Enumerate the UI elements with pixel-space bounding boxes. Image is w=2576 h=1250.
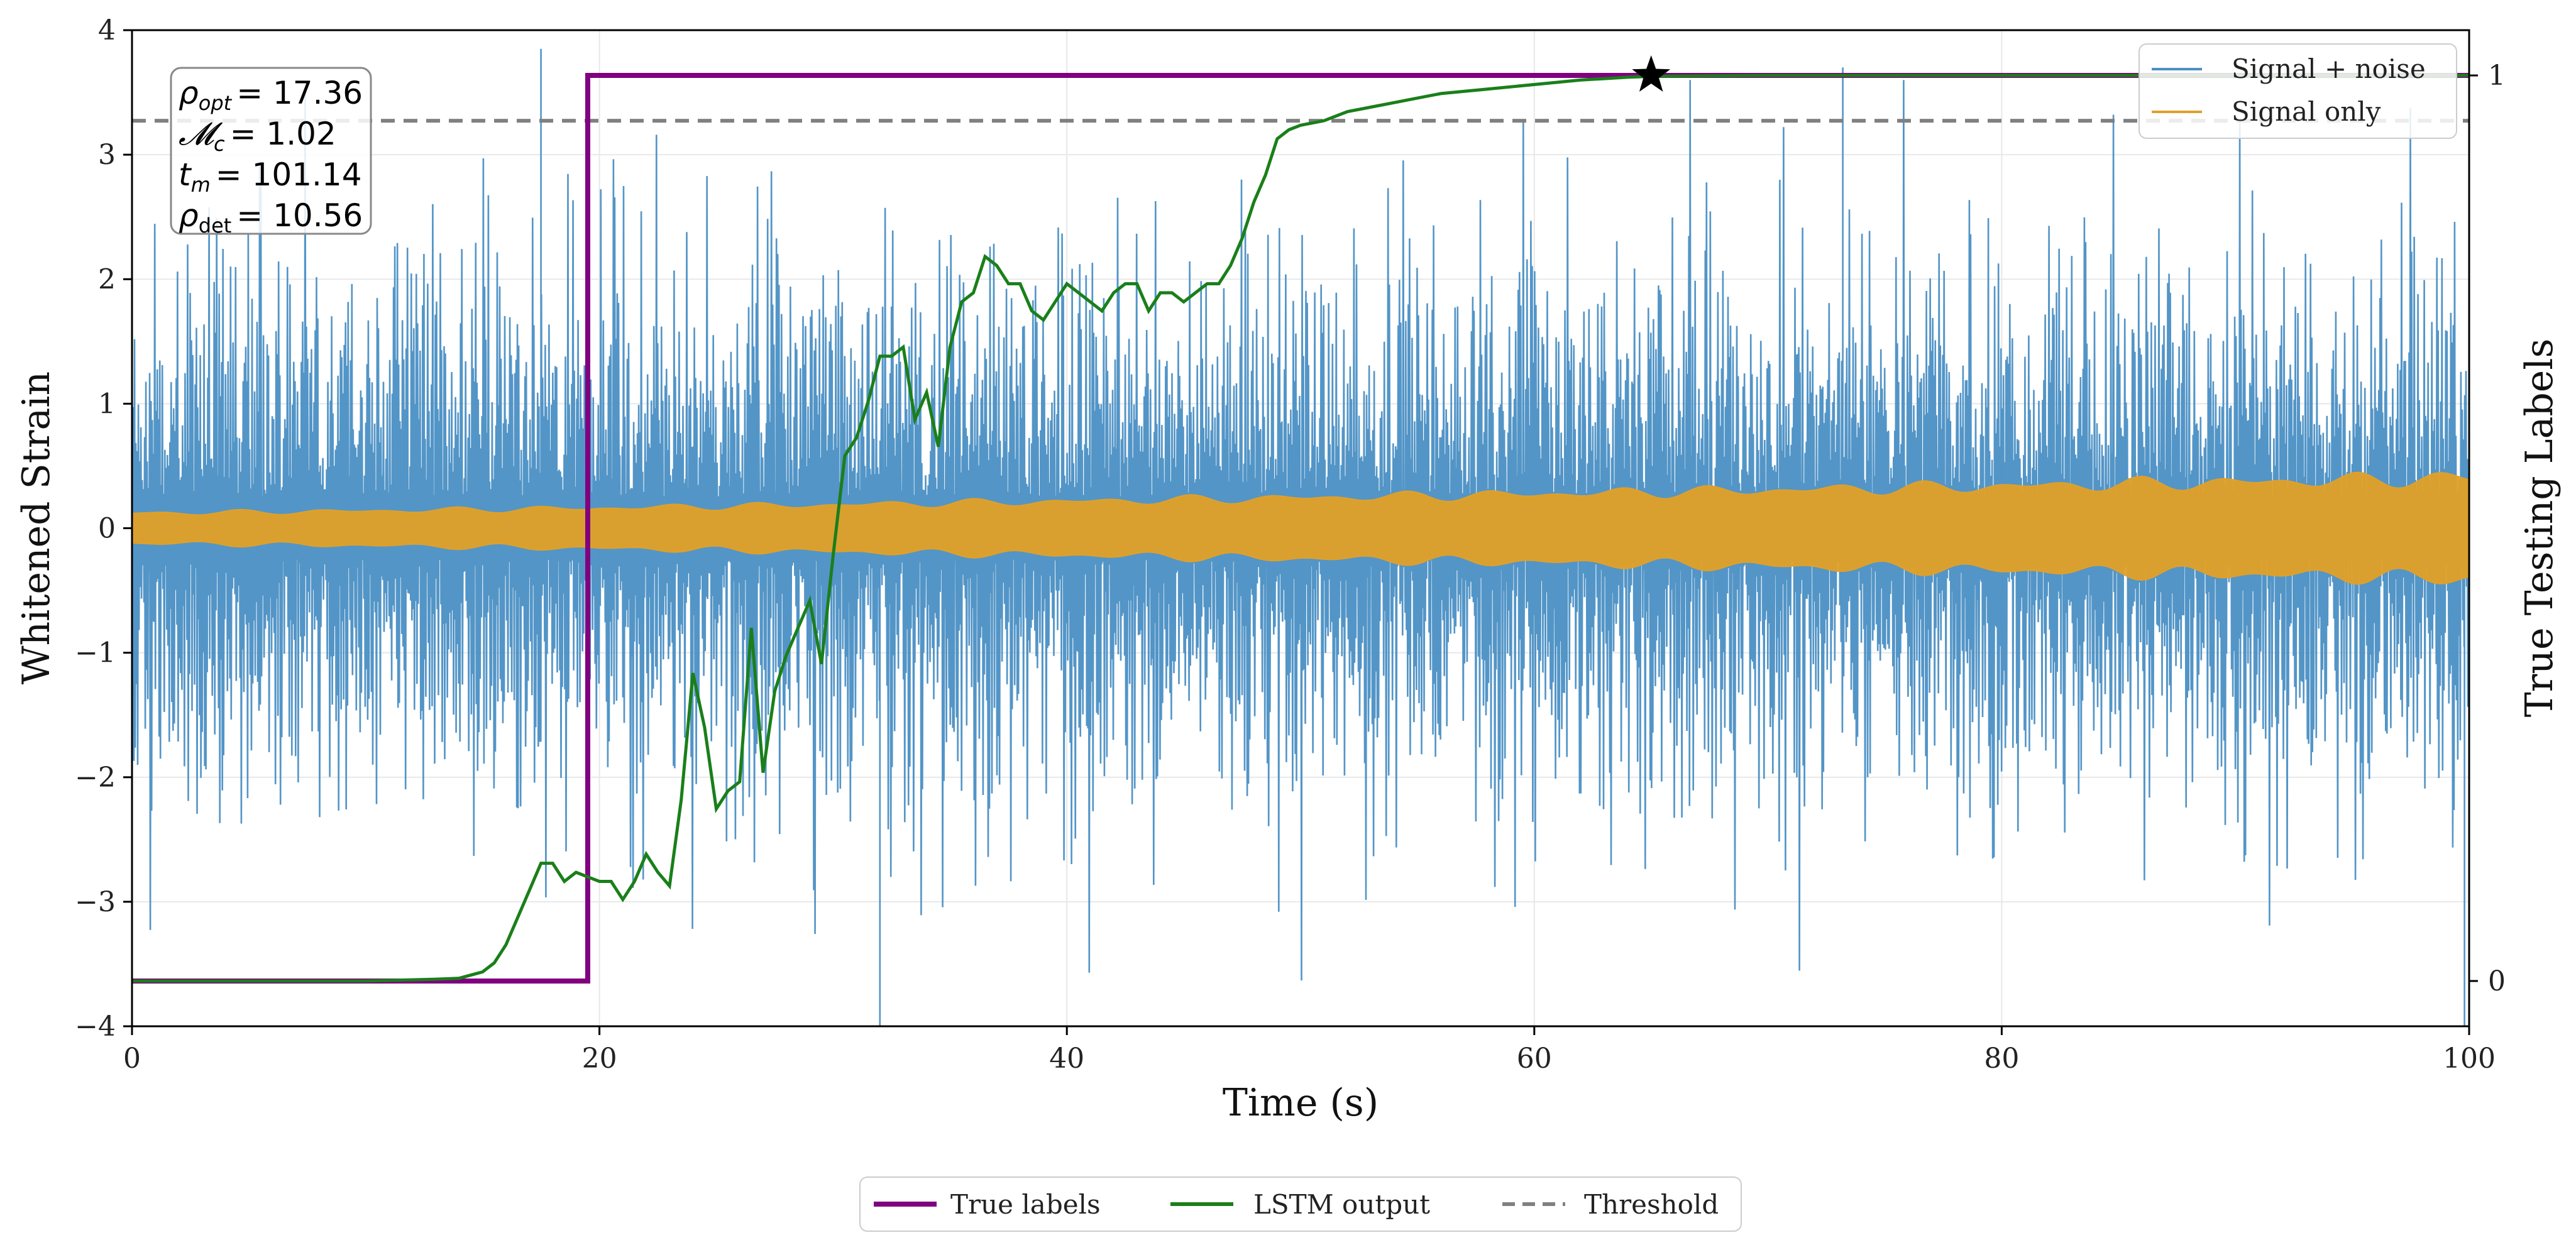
y-right-tick-label: 1 [2488,60,2506,92]
x-axis-title: Time (s) [1223,1081,1379,1125]
y-tick-label: 0 [98,513,116,545]
legend-upper-frame [2138,43,2457,139]
y-axis-ticks: −4 −3 −2 −1 0 1 2 3 4 [75,14,132,1043]
x-tick-label: 0 [123,1043,141,1075]
parameter-annotation-box: ρopt = 17.36 𝓜c = 1.02 tm = 101.14 ρdet = 10… [170,67,372,238]
y-right-axis-title: True Testing Labels [2518,339,2562,718]
signal-only-band [132,471,2469,585]
x-tick-label: 60 [1517,1043,1552,1075]
x-tick-label: 20 [582,1043,617,1075]
x-tick-label: 40 [1049,1043,1084,1075]
lstm-output-series [132,74,2469,983]
legend-signal-only-label: Signal only [2232,96,2381,127]
x-tick-label: 100 [2443,1043,2496,1075]
y-tick-label: −4 [75,1011,116,1043]
annotation-merger-time: tm = 101.14 [179,156,362,197]
y-tick-label: −3 [75,886,116,918]
annotation-rho-opt: ρopt = 17.36 [179,75,363,115]
legend-lstm-label: LSTM output [1253,1189,1430,1220]
legend-upper: Signal + noise Signal only [2138,43,2457,139]
y-tick-label: 3 [98,139,116,171]
annotation-rho-det: ρdet = 10.56 [179,197,363,238]
x-axis-ticks: 0 20 40 60 80 100 [123,1026,2496,1075]
y-tick-label: −2 [75,762,116,794]
x-tick-label: 80 [1984,1043,2019,1075]
legend-true-labels-label: True labels [950,1189,1101,1220]
annotation-chirp-mass: 𝓜c = 1.02 [179,116,336,156]
y-tick-label: −1 [75,637,116,669]
y-tick-label: 2 [98,263,116,295]
lstm-output-line [132,74,2469,983]
y-right-axis-ticks: 01 [2469,60,2506,997]
y-tick-label: 4 [98,14,116,47]
legend-signal-noise-label: Signal + noise [2232,53,2426,84]
y-axis-title: Whitened Strain [14,371,58,684]
legend-lower: True labels LSTM output Threshold [859,1176,1742,1232]
legend-lower-frame [859,1176,1742,1232]
signal-only-series [132,471,2469,585]
y-tick-label: 1 [98,388,116,420]
detection-star-marker [1632,55,1671,92]
detection-marker-layer [1632,55,1671,92]
y-right-tick-label: 0 [2488,965,2506,997]
annotation-box-frame [170,67,372,235]
legend-threshold-label: Threshold [1584,1189,1719,1220]
